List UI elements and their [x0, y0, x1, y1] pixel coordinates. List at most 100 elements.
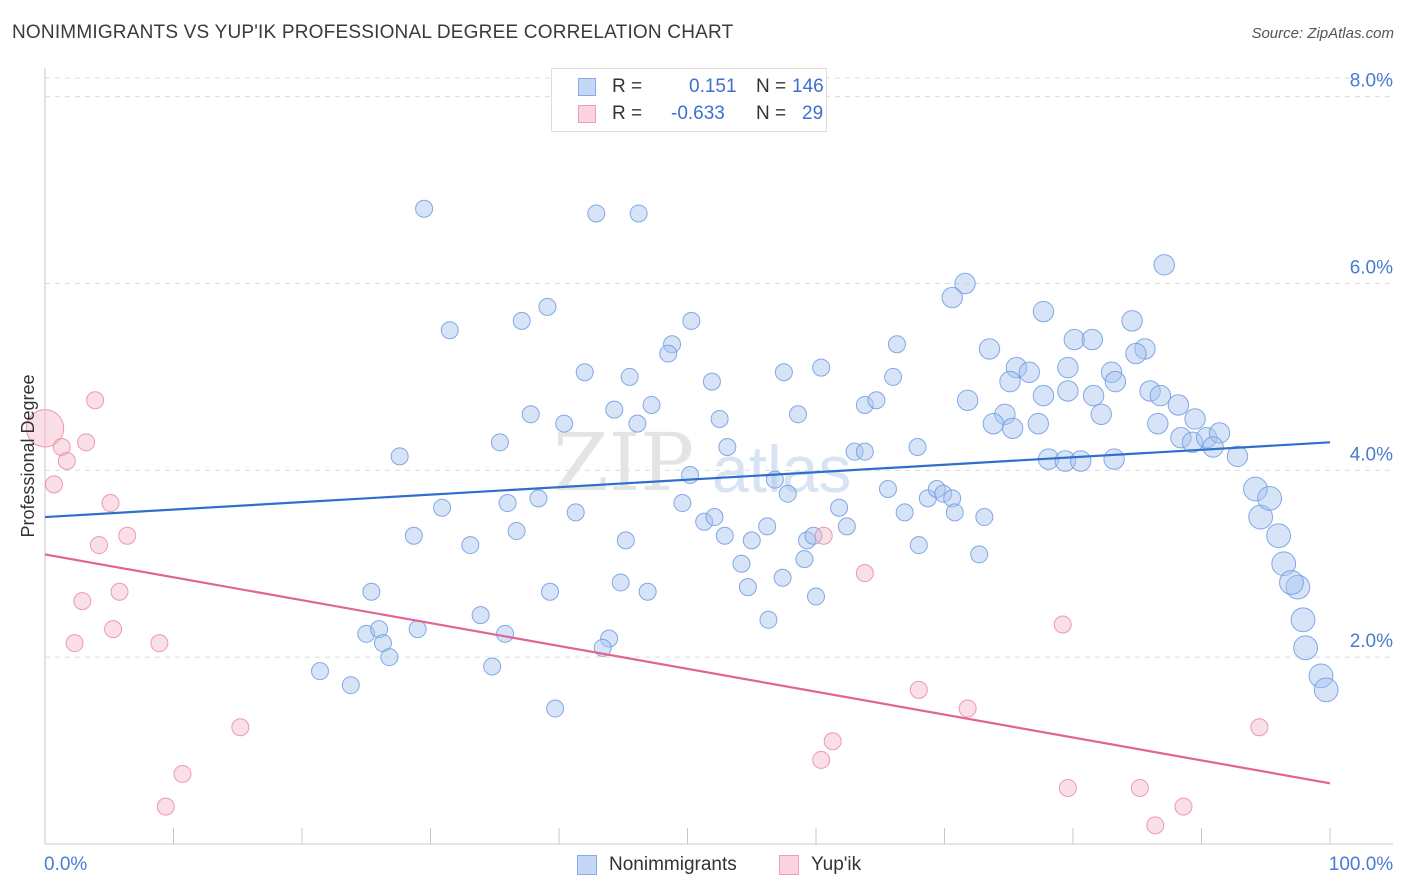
data-point: [629, 204, 648, 223]
data-point: [941, 286, 963, 309]
data-point: [1090, 403, 1112, 425]
data-point: [1308, 663, 1334, 689]
data-point: [759, 610, 778, 629]
watermark-zip: ZIP: [553, 416, 694, 509]
data-point: [1170, 426, 1192, 449]
data-point: [1293, 635, 1318, 661]
data-point: [73, 592, 92, 611]
r-value: 0.151: [689, 76, 737, 97]
data-point: [1243, 476, 1268, 502]
data-point: [529, 489, 548, 508]
data-point: [1063, 328, 1085, 351]
data-point: [807, 587, 825, 606]
gridlines: [45, 77, 1393, 658]
series-yupik: [25, 391, 1269, 835]
legend-swatch-yupik: [578, 105, 596, 123]
data-point: [732, 554, 751, 573]
data-point: [1057, 380, 1079, 402]
data-point: [867, 391, 886, 410]
legend-swatch-nonimmigrants: [577, 855, 597, 875]
data-points: [25, 92, 1339, 835]
data-point: [1167, 394, 1190, 416]
data-point: [927, 480, 946, 499]
data-point: [89, 536, 108, 555]
data-point: [954, 272, 976, 295]
data-point: [1313, 677, 1339, 703]
data-point: [705, 508, 724, 527]
data-point: [1103, 448, 1125, 470]
trend-lines: [44, 441, 1331, 785]
data-point: [715, 526, 734, 545]
data-point: [1053, 615, 1072, 634]
data-point: [1226, 445, 1249, 468]
data-point: [541, 582, 560, 601]
data-point: [1070, 450, 1092, 472]
data-point: [461, 536, 480, 555]
data-point: [1146, 816, 1165, 835]
data-point: [1058, 778, 1077, 797]
data-point: [362, 582, 381, 601]
data-point: [789, 405, 808, 424]
data-point: [77, 433, 96, 452]
tick-labels: 2.0% 4.0% 6.0% 8.0% 0.0% 100.0%: [44, 71, 1393, 875]
data-point: [710, 409, 729, 428]
data-point: [546, 699, 565, 718]
data-point: [150, 634, 169, 653]
data-point: [118, 526, 137, 545]
data-point: [895, 503, 914, 522]
data-point: [496, 624, 515, 643]
data-point: [1147, 412, 1169, 435]
trend-line-nonimmigrants: [44, 441, 1331, 519]
data-point: [1057, 356, 1079, 379]
data-point: [642, 395, 661, 414]
watermark: ZIP atlas: [553, 416, 851, 509]
data-point: [587, 204, 606, 223]
data-point: [884, 367, 903, 386]
data-point: [994, 403, 1016, 425]
data-point: [521, 405, 540, 424]
data-point: [909, 536, 928, 555]
data-point: [483, 657, 502, 676]
data-point: [490, 433, 509, 452]
data-point: [538, 297, 557, 316]
data-point: [908, 437, 927, 456]
y-tick-label: 4.0%: [1350, 444, 1393, 465]
data-point: [57, 452, 76, 470]
data-point: [341, 676, 360, 695]
data-point: [970, 545, 989, 564]
data-point: [611, 573, 630, 592]
data-point: [440, 321, 459, 340]
data-point: [86, 391, 105, 410]
data-point: [433, 498, 452, 517]
source-label: Source: ZipAtlas.com: [1251, 25, 1394, 42]
data-point: [1202, 436, 1224, 458]
correlation-legend: R = 0.151 N = 146 R = -0.633 N = 29: [551, 68, 827, 132]
data-point: [231, 718, 250, 737]
data-point: [823, 732, 842, 751]
data-point: [695, 512, 714, 531]
data-point: [804, 526, 823, 545]
data-point: [1184, 408, 1206, 430]
data-point: [566, 503, 585, 522]
data-point: [1082, 384, 1105, 407]
data-point: [855, 442, 874, 461]
data-point: [978, 338, 1001, 360]
data-point: [1266, 523, 1291, 549]
data-point: [471, 606, 490, 625]
data-point: [1081, 328, 1103, 351]
data-point: [798, 531, 817, 550]
data-point: [575, 363, 594, 382]
data-point: [1054, 450, 1076, 472]
data-point: [945, 503, 964, 522]
data-point: [1032, 384, 1055, 407]
data-point: [742, 531, 761, 550]
legend-swatch-nonimmigrants: [578, 78, 596, 96]
data-point: [370, 620, 389, 639]
data-point: [156, 797, 175, 816]
data-point: [718, 437, 737, 456]
data-point: [1208, 422, 1231, 444]
data-point: [1032, 300, 1055, 323]
data-point: [1271, 551, 1297, 577]
y-axis-title: Professional Degree: [18, 374, 38, 537]
data-point: [555, 414, 574, 433]
